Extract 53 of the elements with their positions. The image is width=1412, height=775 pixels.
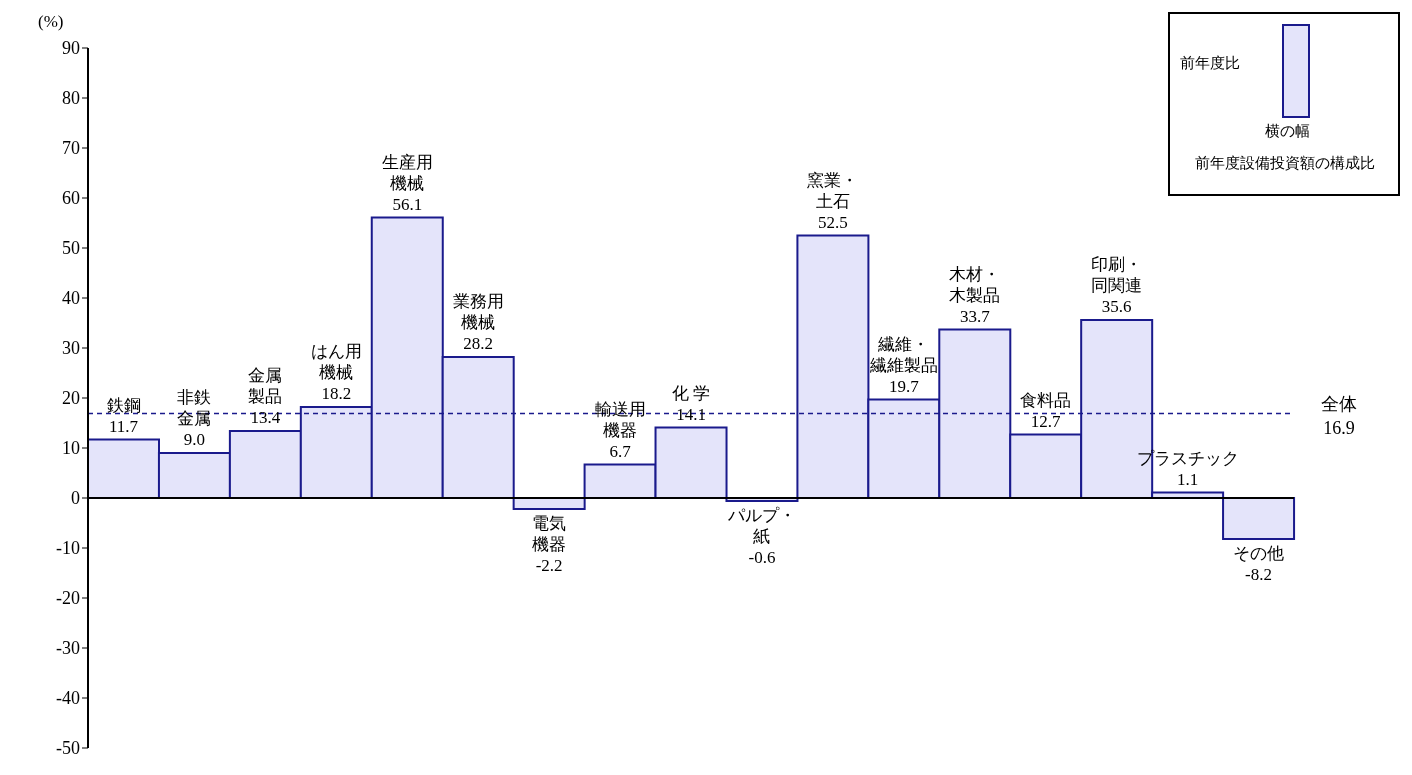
y-tick-label: 50 (62, 238, 80, 259)
data-label: 52.5 (818, 212, 848, 232)
y-tick-label: -30 (56, 638, 80, 659)
y-axis-title: (%) (38, 12, 64, 32)
y-tick-label: 0 (71, 488, 80, 509)
data-label: 35.6 (1101, 297, 1132, 316)
x-tick-label: 食料品 (1020, 390, 1072, 410)
data-label: 6.7 (609, 441, 632, 461)
bar (1222, 497, 1296, 540)
x-tick-label: 鉄鋼 (106, 395, 141, 415)
x-tick-label: その他 (1233, 544, 1285, 563)
x-tick-label: 繊維・繊維製品 (868, 334, 938, 375)
x-tick-label: 金属製品 (248, 366, 283, 406)
x-tick-label: 業務用機械 (452, 292, 504, 332)
data-label: 14.1 (676, 404, 706, 424)
x-tick-label: パルプ・紙 (726, 506, 796, 546)
annotation: 横の幅 (1265, 122, 1310, 141)
x-tick-label: 電気機器 (532, 514, 567, 554)
annotation: 前年度比 (1180, 54, 1240, 73)
y-tick-label: 10 (62, 438, 80, 459)
data-label: 11.7 (108, 416, 139, 436)
y-tick-label: -40 (56, 688, 80, 709)
x-tick-label: 木材・木製品 (949, 264, 1001, 305)
y-tick-label: 90 (62, 38, 80, 59)
y-tick-label: 80 (62, 88, 80, 109)
annotation: 前年度設備投資額の構成比 (1194, 154, 1376, 173)
y-tick-label: -50 (56, 738, 80, 759)
data-label: -2.2 (535, 556, 563, 575)
data-label: 12.7 (1030, 411, 1062, 431)
data-label: 9.0 (183, 430, 206, 449)
x-tick-label: 化 学 (671, 383, 711, 403)
x-tick-label: 生産用機械 (381, 152, 433, 193)
ref-line-label: 全体 16.9 (1321, 393, 1357, 438)
data-label: 18.2 (321, 384, 352, 403)
x-tick-label: 印刷・同関連 (1091, 255, 1143, 295)
x-tick-label: 非鉄金属 (177, 388, 212, 428)
x-tick-label: 窯業・土石 (807, 170, 859, 211)
data-label: -8.2 (1245, 565, 1273, 584)
data-label: 1.1 (1176, 469, 1199, 489)
y-tick-label: 30 (62, 338, 80, 359)
y-tick-label: -20 (56, 588, 80, 609)
data-label: 56.1 (392, 194, 423, 214)
data-label: 28.2 (463, 334, 494, 353)
y-tick-label: 60 (62, 188, 80, 209)
y-tick-label: 40 (62, 288, 80, 309)
data-label: 33.7 (959, 306, 991, 326)
y-tick-label: 70 (62, 138, 80, 159)
data-label: -0.6 (748, 548, 776, 567)
y-tick-label: -10 (56, 538, 80, 559)
data-label: 13.4 (250, 408, 281, 427)
data-label: 19.7 (888, 376, 920, 396)
x-tick-label: はん用機械 (310, 342, 362, 382)
y-tick-label: 20 (62, 388, 80, 409)
